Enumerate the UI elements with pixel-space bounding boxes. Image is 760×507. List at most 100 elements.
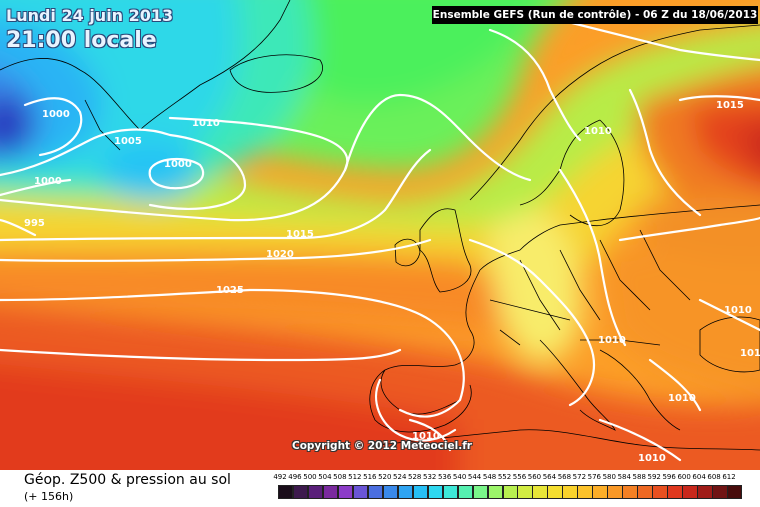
isobar-label: 995 (24, 218, 45, 229)
legend-swatch (322, 485, 339, 499)
legend-label: 540 (452, 473, 467, 481)
isobar-label: 1010 (412, 431, 440, 442)
isobar-label: 1000 (42, 109, 70, 120)
isobar-1010-se2 (648, 358, 702, 412)
legend-swatch (502, 485, 518, 499)
isobar-1010-b (343, 93, 532, 182)
isobar-1010-central (558, 168, 627, 347)
isobar-1025 (0, 288, 465, 418)
legend-swatch (562, 485, 578, 499)
legend-swatch (652, 485, 668, 499)
isobar-1010-se3 (598, 418, 682, 462)
legend-label: 576 (587, 473, 601, 481)
isobar-labels: 1000 1005 1010 1000 1000 995 1015 1020 1… (24, 100, 760, 464)
legend-swatch (367, 485, 384, 499)
forecast-date: Lundi 24 juin 2013 (6, 6, 174, 25)
legend-swatch (592, 485, 608, 499)
isobar-label: 1025 (216, 285, 244, 296)
forecast-time: 21:00 locale (6, 28, 157, 53)
legend-label: 588 (632, 473, 646, 481)
legend-label: 532 (422, 473, 437, 481)
legend-label: 504 (318, 473, 332, 481)
isobars (0, 18, 760, 462)
color-legend (278, 485, 748, 499)
isobar-label: 1010 (598, 335, 626, 346)
legend-swatch (337, 485, 354, 499)
legend-swatch (682, 485, 698, 499)
legend-label: 584 (617, 473, 631, 481)
legend-swatch (697, 485, 713, 499)
legend-label: 596 (662, 473, 676, 481)
legend-swatch (577, 485, 593, 499)
isobar-label: 1010 (192, 118, 220, 129)
isobar-label: 1010 (724, 305, 752, 316)
legend-label: 580 (602, 473, 616, 481)
geopotential-map: 1000 1005 1010 1000 1000 995 1015 1020 1… (0, 0, 760, 470)
legend-label: 572 (572, 473, 587, 481)
copyright-notice: Copyright © 2012 Meteociel.fr (292, 440, 472, 452)
isobar-label: 1010 (638, 453, 666, 464)
isobar-1010-east (628, 88, 702, 217)
run-info: Ensemble GEFS (Run de contrôle) - 06 Z d… (432, 6, 758, 24)
isobar-label: 1010 (668, 393, 696, 404)
legend-label: 604 (692, 473, 706, 481)
legend-label: 528 (408, 473, 422, 481)
legend-label: 500 (303, 473, 317, 481)
isobar-1015 (0, 148, 432, 242)
legend-label: 608 (707, 473, 721, 481)
legend-swatch (412, 485, 429, 499)
isobar-1020-south (0, 348, 402, 362)
isobar-1000-low (148, 157, 205, 190)
legend-label: 520 (378, 473, 392, 481)
isobar-1010-s (408, 418, 452, 452)
legend-swatch (532, 485, 548, 499)
legend-swatch (667, 485, 683, 499)
legend-label: 544 (467, 473, 482, 481)
isobar-1000 (23, 97, 83, 157)
isobar-1015-ne (678, 95, 760, 102)
legend-swatch (637, 485, 653, 499)
legend-label: 508 (333, 473, 347, 481)
isobar-label: 1000 (164, 159, 192, 170)
isobar-1010-se1 (698, 298, 760, 332)
legend-swatch (622, 485, 638, 499)
legend-swatch (457, 485, 474, 499)
legend-swatch (352, 485, 369, 499)
legend-swatch (487, 485, 503, 499)
isobar-label: 1015 (716, 100, 744, 111)
legend-labels: 492 496 500 504 508 512 516 520 524 528 532 536 540 5… (273, 473, 746, 483)
isobar-label: 1005 (114, 136, 142, 147)
legend-swatch (292, 485, 309, 499)
legend-label: 612 (722, 473, 736, 481)
parameter-title: Géop. Z500 & pression au sol (24, 472, 231, 488)
isobar-label: 1010 (584, 126, 612, 137)
legend-label: 552 (497, 473, 512, 481)
legend-label: 600 (677, 473, 691, 481)
isobar-label: 1015 (286, 229, 314, 240)
isobar-1010 (0, 116, 349, 222)
legend-swatch (472, 485, 489, 499)
legend-swatch (517, 485, 533, 499)
isobar-1020-e (618, 216, 760, 242)
legend-label: 496 (288, 473, 302, 481)
legend-label: 568 (557, 473, 572, 481)
legend-label: 548 (482, 473, 497, 481)
legend-label: 516 (363, 473, 377, 481)
isobar-n-arc (488, 28, 582, 142)
isobar-label: 1000 (34, 176, 62, 187)
map-footer: Géop. Z500 & pression au sol (+ 156h) 49… (0, 470, 760, 507)
legend-label: 512 (348, 473, 362, 481)
legend-swatch (397, 485, 414, 499)
isobar-1020 (0, 238, 432, 262)
isobar-1015-central (468, 238, 595, 407)
legend-swatch (727, 485, 743, 499)
map-area: 1000 1005 1010 1000 1000 995 1015 1020 1… (0, 0, 760, 470)
legend-swatch (427, 485, 444, 499)
isobar-label: 1010 (740, 348, 760, 359)
isobar-1000-west (0, 178, 72, 197)
legend-swatch (278, 485, 294, 499)
isobar-label: 1020 (266, 249, 294, 260)
legend-swatch (442, 485, 459, 499)
isobar-nn-arc (558, 18, 760, 62)
legend-label: 592 (647, 473, 661, 481)
